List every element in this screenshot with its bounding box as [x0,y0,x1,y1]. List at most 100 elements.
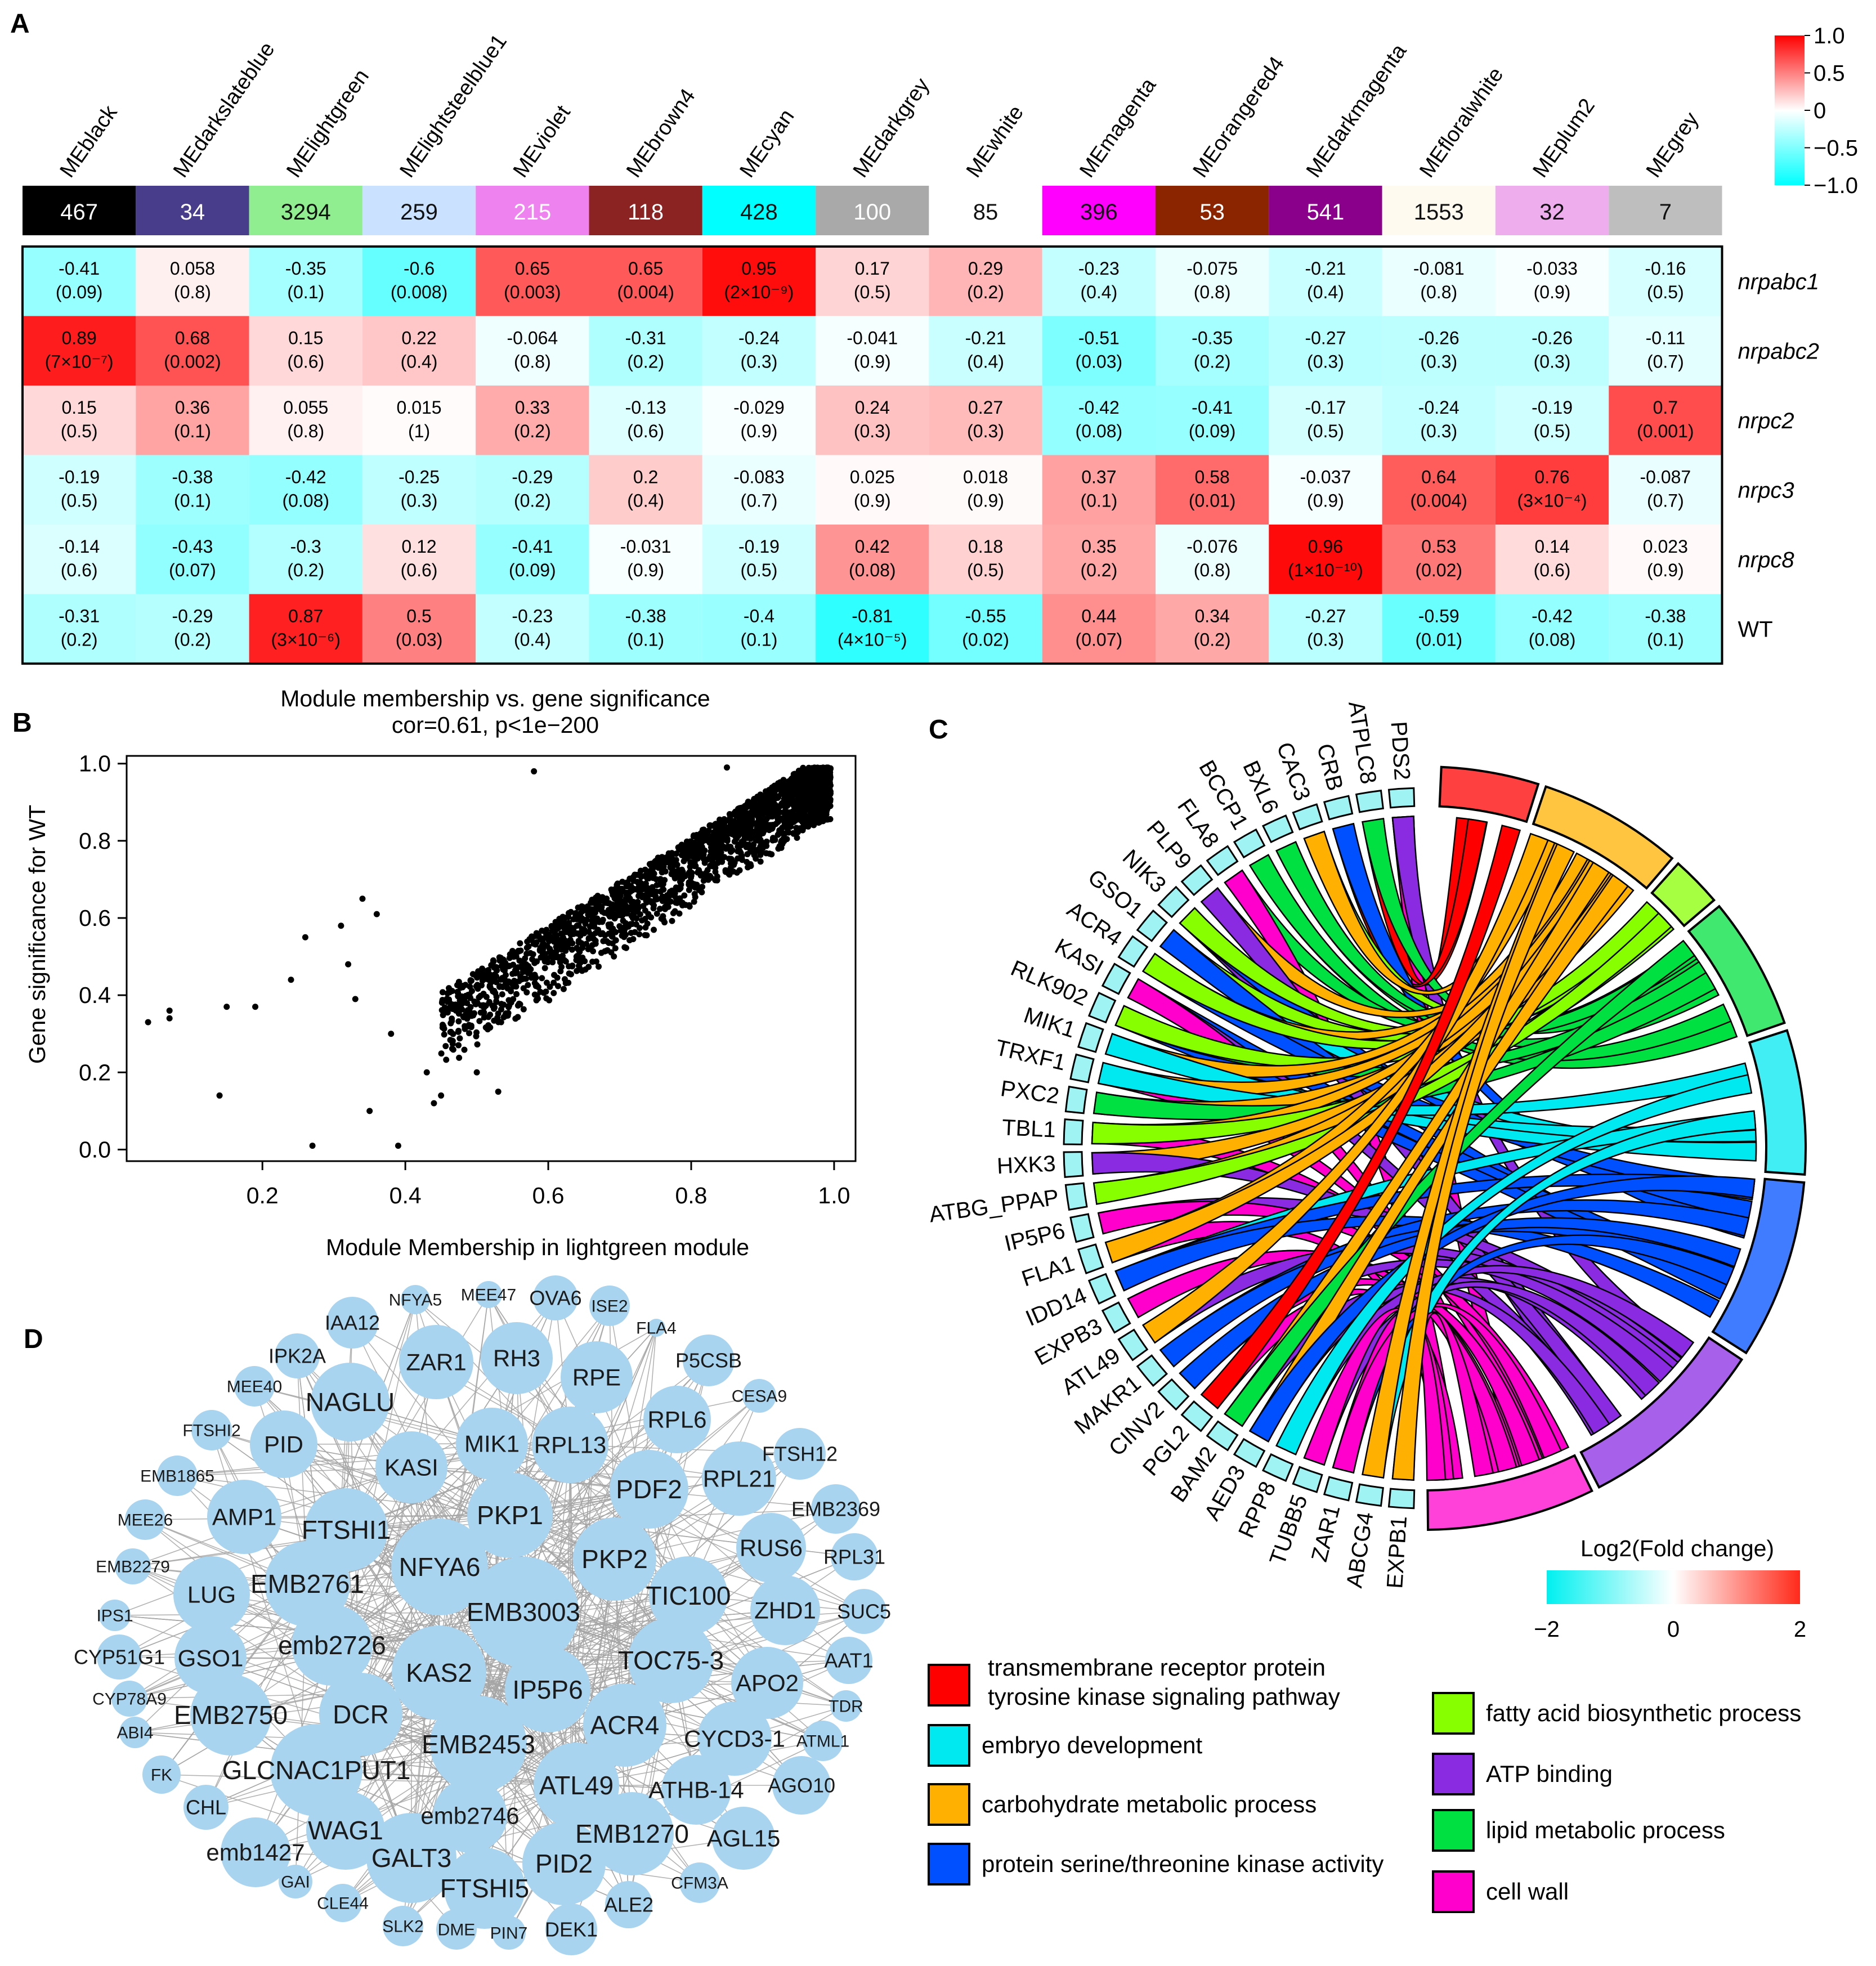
scatter-point [589,932,596,938]
scatter-point [657,856,664,862]
network-node [830,1690,862,1722]
heatmap-pvalue: (0.5) [61,491,98,511]
scatter-point [450,1046,456,1053]
heatmap-corr: -0.55 [965,606,1006,626]
heatmap-cell [23,525,136,594]
module-color-bar-14 [1609,186,1722,235]
heatmap-corr: 0.96 [1308,536,1343,557]
scatter-point [525,943,532,950]
scatter-point [637,911,643,917]
network-node [702,1441,776,1516]
scatter-point [721,819,728,826]
heatmap-corr: -0.41 [512,536,553,557]
network-nodes: NFYA5 MEE47 OVA6 ISE2 FLA4 IAA12 IPK2A ZAR1 RH3 R… [74,1275,891,1955]
scatter-point [482,1024,489,1031]
module-color-bar-10 [1156,186,1269,235]
module-color-bar-13 [1495,186,1609,235]
module-size-8: 85 [973,200,999,225]
heatmap-corr: 0.87 [288,606,323,626]
network-node [111,1681,147,1717]
scatter-point [530,951,536,957]
scatter-point [561,976,568,983]
scatter-point [714,877,720,884]
network-node-label: FTSHI2 [182,1422,240,1440]
network-node-label: EMB1270 [575,1819,689,1848]
scatter-point [576,910,583,917]
heatmap-cell [929,594,1042,664]
x-tick-label: 0.2 [247,1183,279,1208]
scatter-point [687,883,694,890]
gene-fold-change-box [1087,991,1117,1024]
scatter-point [824,780,831,786]
scatter-point [793,790,800,796]
scatter-point [531,960,538,966]
legend-label: embryo development [982,1732,1203,1758]
network-node [467,1472,553,1558]
network-node [468,1557,579,1667]
heatmap-cell [1156,525,1269,594]
scatter-point [442,1043,449,1050]
network-node [275,1333,320,1378]
network-node-label: RPL6 [647,1407,706,1433]
scatter-point [702,829,709,835]
scatter-point [746,841,753,848]
heatmap-corr: -0.38 [172,467,213,487]
heatmap-pvalue: (0.9) [627,560,664,580]
scatter-point [712,829,719,836]
scatter-point [531,991,538,998]
heatmap-pvalue: (0.08) [849,560,896,580]
network-node-label: APO2 [736,1670,799,1696]
heatmap-cell [816,247,929,316]
gene-fold-change-box [1136,909,1168,942]
heatmap-pvalue: (0.004) [617,282,674,302]
scatter-point [617,927,624,934]
scatter-point [772,808,779,815]
gene-fold-change-box [1261,1453,1294,1482]
scatter-point [804,813,811,819]
network-node-label: CYCD3-1 [684,1726,785,1752]
network-edge [346,1294,489,1530]
heatmap-corr: -0.35 [1192,328,1233,348]
scatter-point [745,834,751,840]
scatter-point [632,901,639,908]
heatmap-corr: 0.015 [397,397,442,418]
scatter-point [532,941,539,948]
module-size-14: 7 [1659,200,1672,225]
scatter-point [540,989,547,996]
heatmap-corr: 0.025 [850,467,895,487]
network-node-label: NFYA6 [399,1552,481,1582]
scatter-point [706,822,713,829]
heatmap-corr: -0.037 [1300,467,1351,487]
scatter-point [713,822,719,829]
heatmap-pvalue: (0.2) [1080,560,1117,580]
scatter-point [737,822,744,829]
network-node [250,1410,317,1478]
scatter-point [749,817,755,823]
heatmap-cell [362,594,476,664]
network-node [736,1513,806,1583]
heatmap-cell [702,386,816,455]
scatter-point [455,1004,462,1010]
network-node-label: TOC75-3 [618,1646,724,1675]
gene-fold-change-box [1387,787,1416,809]
scatter-point [490,958,497,965]
scatter-point [309,1143,316,1149]
scatter-point [585,946,592,952]
scatter-point [500,966,507,973]
heatmap-corr: -0.029 [733,397,785,418]
network-node-label: MEE26 [118,1511,173,1530]
heatmap-cell [1042,525,1156,594]
network-node-label: IAA12 [325,1311,380,1334]
scatter-point [473,1069,480,1076]
legend-label: ATP binding [1486,1761,1613,1787]
scatter-point [574,968,580,974]
scatter-point [585,906,592,912]
gene-label: HXK3 [996,1152,1056,1179]
scatter-point [723,845,729,852]
network-node-label: EMB2761 [250,1569,364,1598]
heatmap-cell [589,455,702,525]
scatter-point [468,977,475,984]
scatter-point [582,920,589,927]
scatter-point [474,1041,481,1048]
gene-fold-change-box [1233,828,1266,859]
